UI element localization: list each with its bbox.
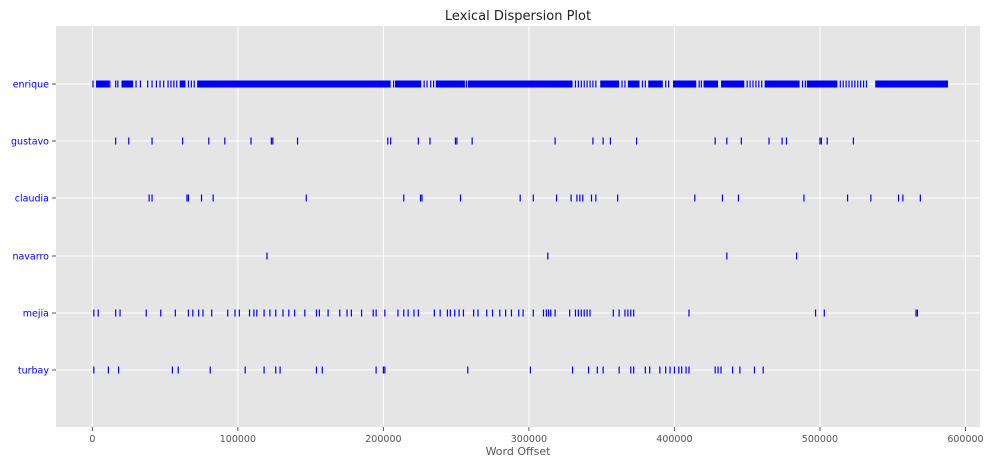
x-tick-label: 400000: [656, 434, 692, 445]
x-tick-label: 600000: [947, 434, 983, 445]
dispersion-cluster: [92, 80, 94, 88]
dispersion-cluster: [703, 80, 719, 88]
series-mejia: [93, 309, 919, 317]
dispersion-cluster: [875, 80, 948, 88]
y-tick-label: turbay: [18, 366, 50, 377]
x-axis-label: Word Offset: [486, 445, 552, 458]
dispersion-cluster: [179, 80, 186, 88]
y-tick-label: enrique: [13, 80, 49, 91]
dispersion-cluster: [395, 80, 422, 88]
x-tick-label: 500000: [802, 434, 838, 445]
dispersion-cluster: [197, 80, 391, 88]
series-turbay: [93, 366, 764, 374]
series-claudia: [148, 194, 921, 202]
chart-title: Lexical Dispersion Plot: [445, 9, 591, 24]
dispersion-cluster: [720, 80, 745, 88]
x-tick-labels: 0 100000 200000 300000 400000 500000 600000: [89, 427, 984, 445]
series-enrique: [92, 80, 948, 88]
dispersion-cluster: [627, 80, 640, 88]
y-tick-label: navarro: [12, 252, 49, 263]
dispersion-cluster: [806, 80, 838, 88]
y-tick-label: claudia: [15, 194, 49, 205]
x-tick-label: 200000: [365, 434, 401, 445]
x-tick-label: 0: [89, 434, 95, 445]
dispersion-cluster: [435, 80, 465, 88]
y-tick-label: gustavo: [11, 137, 49, 148]
dispersion-cluster: [648, 80, 663, 88]
dispersion-cluster: [764, 80, 800, 88]
series-navarro: [266, 252, 798, 260]
series-gustavo: [115, 137, 855, 145]
y-tick-label: mejia: [23, 309, 49, 320]
dispersion-cluster: [121, 80, 134, 88]
dispersion-cluster: [467, 80, 573, 88]
dispersion-marks: [92, 80, 948, 374]
x-tick-label: 300000: [511, 434, 547, 445]
dispersion-cluster: [672, 80, 697, 88]
dispersion-cluster: [600, 80, 620, 88]
plot-background: [56, 26, 980, 427]
y-tick-labels: enrique gustavo claudia navarro mejia turbay: [11, 80, 56, 377]
x-tick-label: 100000: [220, 434, 256, 445]
dispersion-cluster: [96, 80, 110, 88]
